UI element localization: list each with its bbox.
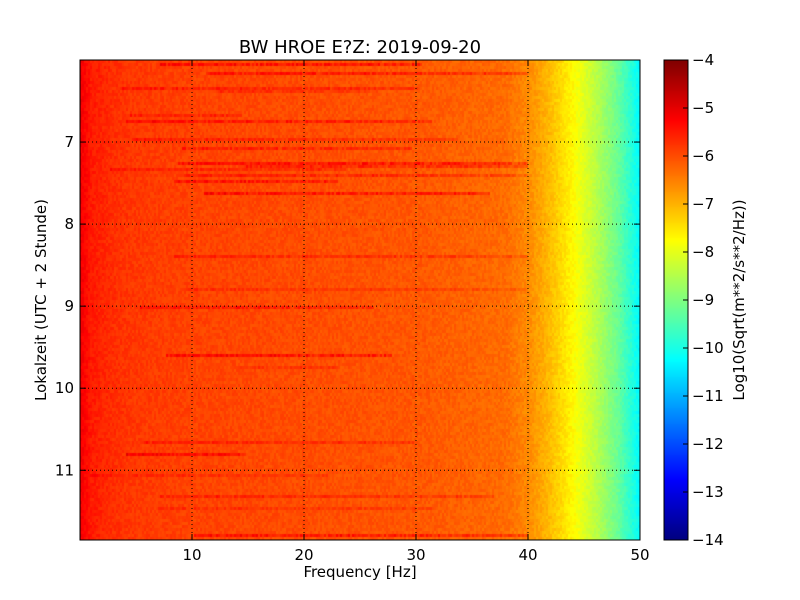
colorbar-tick-label: −8 [692, 243, 714, 261]
colorbar-tick-label: −7 [692, 195, 714, 213]
x-axis-label: Frequency [Hz] [303, 563, 416, 581]
colorbar-tick-label: −6 [692, 147, 714, 165]
plot-frame [79, 59, 641, 541]
x-tick-label: 50 [630, 546, 649, 564]
y-tick-label: 9 [64, 297, 74, 315]
colorbar-tick-label: −11 [692, 387, 724, 405]
colorbar-tick-label: −9 [692, 291, 714, 309]
colorbar-tick-label: −5 [692, 99, 714, 117]
x-tick-label: 40 [518, 546, 537, 564]
colorbar-tick-label: −12 [692, 435, 724, 453]
y-tick-label: 10 [55, 379, 74, 397]
y-tick-label: 7 [64, 133, 74, 151]
colorbar-tick-label: −13 [692, 483, 724, 501]
y-tick-label: 11 [55, 461, 74, 479]
colorbar-label: Log10(Sqrt(m**2/s**2/Hz)) [730, 199, 748, 400]
colorbar-tick-label: −4 [692, 51, 714, 69]
colorbar-tick-label: −14 [692, 531, 724, 549]
x-tick-label: 30 [406, 546, 425, 564]
x-tick-label: 20 [294, 546, 313, 564]
colorbar-tick-label: −10 [692, 339, 724, 357]
chart-title: BW HROE E?Z: 2019-09-20 [239, 37, 481, 58]
y-tick-label: 8 [64, 215, 74, 233]
x-tick-label: 10 [182, 546, 201, 564]
y-axis-label: Lokalzeit (UTC + 2 Stunde) [32, 199, 50, 401]
spectrogram-heatmap [80, 60, 640, 540]
